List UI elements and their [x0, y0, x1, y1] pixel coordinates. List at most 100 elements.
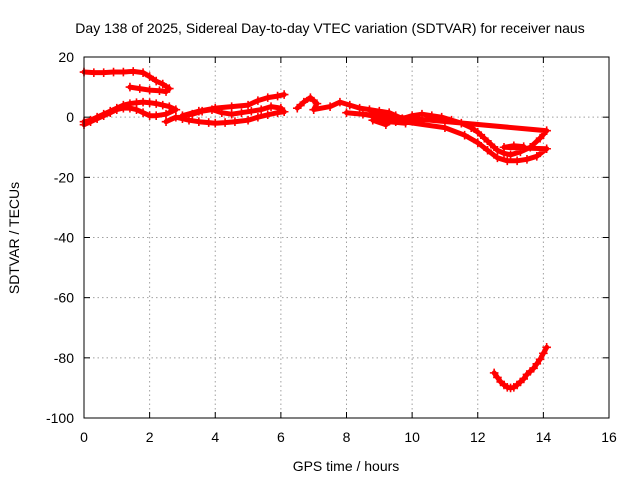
- data-point: [542, 126, 551, 136]
- data-point: [365, 105, 374, 114]
- data-point: [161, 87, 171, 96]
- x-tick-label: 0: [80, 429, 88, 445]
- data-point: [279, 90, 289, 99]
- data-point: [457, 118, 466, 128]
- data-point: [519, 374, 528, 384]
- data-point: [151, 99, 161, 108]
- x-tick-label: 12: [470, 429, 486, 445]
- data-point: [161, 109, 171, 119]
- data-point: [358, 109, 368, 119]
- y-tick-label: -100: [46, 410, 74, 426]
- data-point: [312, 99, 322, 108]
- data-point: [151, 76, 161, 86]
- data-point: [217, 108, 227, 117]
- data-point: [119, 67, 128, 77]
- data-point: [256, 105, 266, 114]
- data-point: [493, 373, 502, 382]
- y-tick-label: -60: [54, 290, 74, 306]
- data-point: [345, 100, 355, 110]
- data-point: [135, 84, 145, 93]
- data-point: [542, 343, 551, 352]
- data-point: [161, 117, 171, 126]
- data-point: [447, 115, 456, 125]
- data-point: [299, 97, 309, 107]
- y-tick-label: 20: [58, 49, 74, 65]
- data-point: [335, 97, 345, 107]
- data-point: [194, 106, 204, 116]
- data-point: [155, 86, 164, 95]
- data-point: [145, 85, 154, 95]
- data-point: [292, 103, 302, 113]
- series-upper-arc: [79, 67, 174, 96]
- data-point: [158, 100, 168, 110]
- data-point: [325, 102, 335, 111]
- data-point: [227, 102, 236, 111]
- data-point: [355, 103, 364, 113]
- data-point: [273, 108, 282, 117]
- x-axis-label: GPS time / hours: [293, 458, 400, 474]
- data-point: [532, 359, 542, 369]
- data-point: [119, 103, 128, 113]
- data-point: [522, 154, 532, 164]
- data-point: [417, 109, 427, 119]
- series-trace: [81, 68, 172, 95]
- data-point: [187, 109, 197, 119]
- data-point: [509, 141, 519, 151]
- ticks-layer: 0 2 4 6 8 10 12 14 16 -100 -80 -60 -40 -20 0 20: [46, 49, 617, 445]
- data-point: [253, 96, 263, 105]
- data-point: [128, 67, 138, 76]
- data-point: [112, 105, 122, 114]
- data-point: [539, 349, 548, 358]
- data-point: [473, 138, 483, 148]
- data-point: [397, 114, 407, 123]
- data-point: [532, 151, 542, 161]
- data-point: [391, 117, 401, 126]
- data-point: [145, 111, 154, 120]
- y-tick-label: -40: [54, 230, 74, 246]
- data-point: [306, 93, 315, 102]
- data-point: [388, 115, 397, 125]
- data-point: [220, 118, 230, 127]
- data-point: [86, 117, 95, 126]
- data-point: [266, 102, 276, 111]
- data-point: [499, 142, 509, 152]
- data-point: [263, 110, 273, 120]
- data-point: [401, 118, 410, 128]
- data-point: [407, 111, 417, 120]
- series-trace: [294, 95, 550, 164]
- data-point: [227, 109, 236, 119]
- data-point: [489, 368, 499, 378]
- data-point: [384, 108, 394, 117]
- x-tick-label: 14: [536, 429, 552, 445]
- series-right-segment: [292, 93, 551, 166]
- points-layer: [79, 67, 551, 393]
- data-point: [466, 123, 476, 132]
- data-point: [276, 103, 286, 113]
- data-point: [529, 364, 538, 373]
- data-point: [427, 111, 437, 120]
- data-point: [145, 72, 154, 81]
- data-point: [493, 145, 502, 155]
- data-point: [512, 156, 522, 166]
- data-point: [440, 123, 450, 132]
- data-point: [207, 105, 217, 114]
- x-tick-label: 2: [146, 429, 154, 445]
- data-point: [125, 82, 135, 92]
- data-point: [165, 102, 174, 111]
- data-point: [109, 67, 118, 77]
- data-point: [194, 117, 204, 126]
- y-tick-label: -80: [54, 350, 74, 366]
- y-axis-label: SDTVAR / TECUs: [6, 182, 22, 294]
- x-tick-label: 10: [404, 429, 420, 445]
- data-point: [243, 115, 253, 125]
- data-point: [253, 112, 263, 122]
- data-point: [473, 127, 483, 137]
- data-point: [230, 117, 240, 126]
- data-point: [145, 98, 154, 108]
- data-point: [519, 142, 528, 151]
- x-tick-label: 16: [601, 429, 617, 445]
- data-point: [243, 100, 253, 110]
- series-mid-segment: [161, 90, 289, 128]
- data-point: [486, 139, 496, 149]
